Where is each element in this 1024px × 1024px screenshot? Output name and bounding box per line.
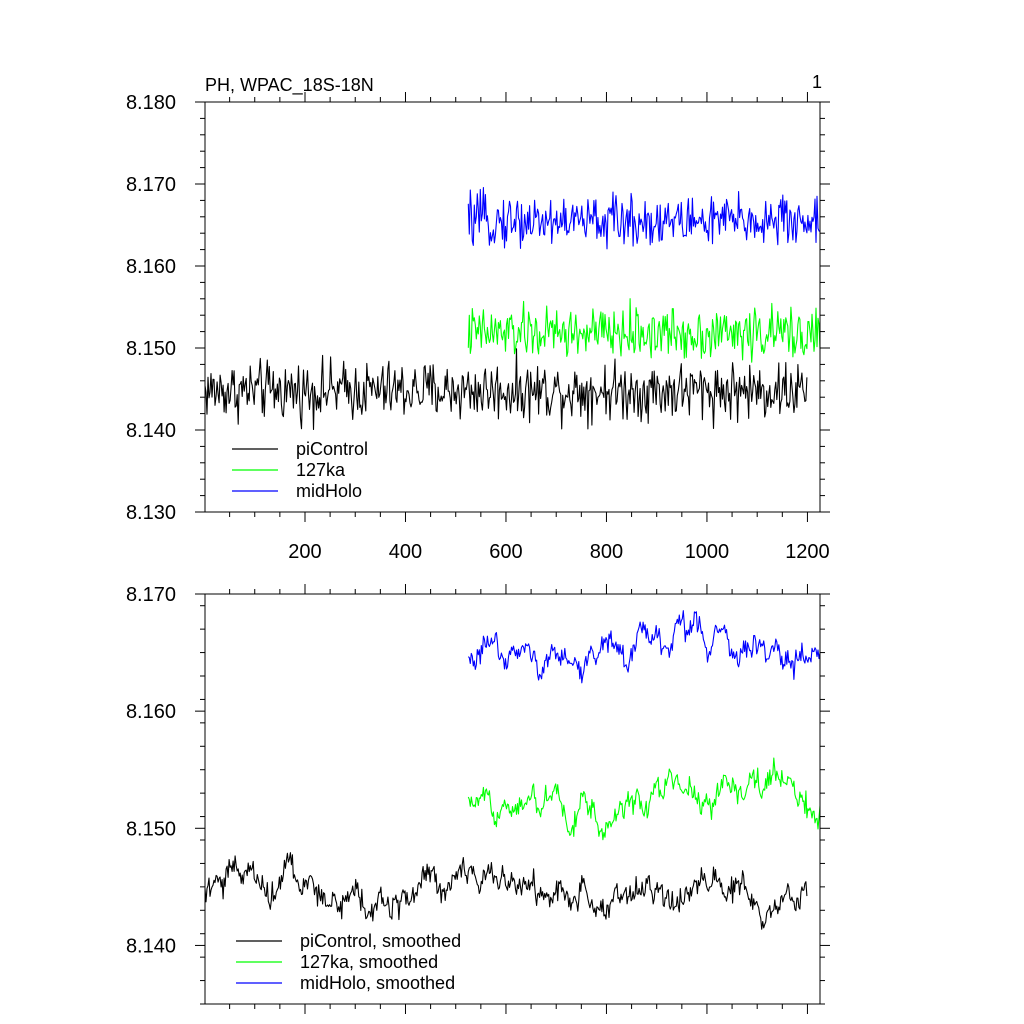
legend-label: midHolo: [296, 481, 362, 501]
x-tick-label: 400: [389, 541, 422, 563]
top-panel: PH, WPAC_18S-18N 1 8.130 8.140 8.150 8.160 8…: [126, 72, 830, 563]
legend-label: piControl: [296, 439, 368, 459]
x-tick-label: 1000: [685, 541, 730, 563]
legend-label: midHolo, smoothed: [300, 973, 455, 993]
y-tick-label: 8.170: [126, 584, 176, 606]
y-tick-label: 8.160: [126, 701, 176, 723]
series-line-127ka-smoothed: [467, 757, 821, 841]
legend-label: 127ka, smoothed: [300, 952, 438, 972]
series-line-midholo-smoothed: [467, 610, 821, 684]
y-tick-label: 8.150: [126, 338, 176, 360]
bottom-panel: 8.140 8.150 8.160 8.170 piControl, smoothed…: [126, 584, 830, 1014]
y-tick-label: 8.140: [126, 935, 176, 957]
top-plot-frame: [204, 101, 821, 513]
y-tick-label: 8.170: [126, 174, 176, 196]
series-line-127ka: [467, 298, 821, 363]
y-tick-label: 8.130: [126, 502, 176, 524]
chart-title: PH, WPAC_18S-18N: [205, 75, 374, 96]
y-tick-label: 8.150: [126, 818, 176, 840]
x-tick-label: 1200: [785, 541, 830, 563]
x-tick-label: 600: [489, 541, 522, 563]
y-tick-label: 8.140: [126, 420, 176, 442]
legend-label: piControl, smoothed: [300, 931, 461, 951]
y-tick-label: 8.160: [126, 256, 176, 278]
x-tick-label: 800: [590, 541, 623, 563]
series-line-midholo: [467, 187, 821, 250]
series-line-picontrol: [204, 348, 808, 431]
x-tick-label: 200: [288, 541, 321, 563]
y-tick-label: 8.180: [126, 92, 176, 114]
legend-label: 127ka: [296, 460, 346, 480]
page-number-label: 1: [812, 72, 822, 92]
bottom-plot-frame: [204, 593, 821, 1005]
series-line-picontrol-smoothed: [204, 852, 808, 930]
